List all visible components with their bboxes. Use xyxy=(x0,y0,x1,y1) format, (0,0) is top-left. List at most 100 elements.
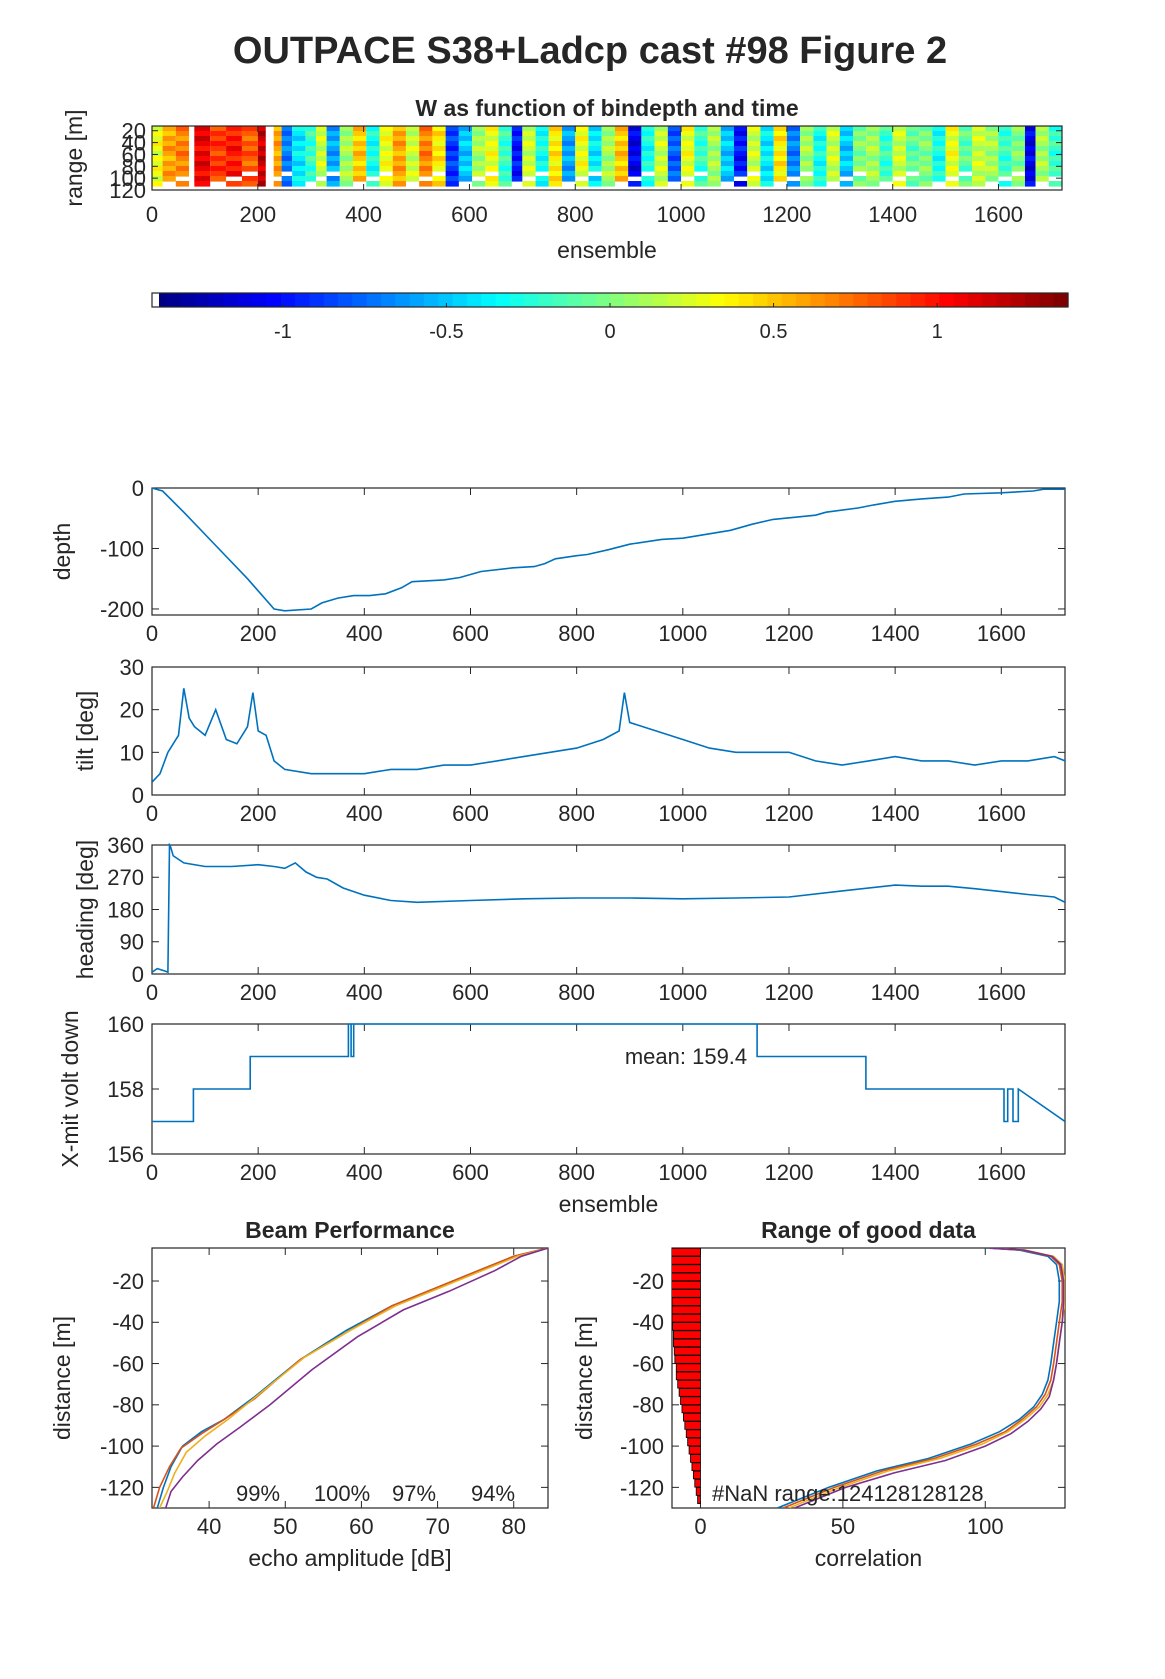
heatmap-cell xyxy=(326,156,340,162)
colorbar-swatch xyxy=(781,293,797,307)
heatmap-cell xyxy=(932,171,946,177)
heatmap-cell xyxy=(292,151,306,157)
x-tick-label: 1400 xyxy=(868,202,917,227)
heatmap-cell xyxy=(292,166,306,172)
heatmap-cell xyxy=(305,166,317,172)
heatmap-cell xyxy=(226,151,242,157)
heatmap-cell xyxy=(879,156,893,162)
heatmap-cell xyxy=(472,151,486,157)
heatmap-cell xyxy=(972,126,986,132)
heatmap-cell xyxy=(548,136,563,142)
heatmap-cell xyxy=(458,166,473,172)
heatmap-cell xyxy=(1035,166,1049,172)
colorbar-swatch xyxy=(724,293,740,307)
heatmap-cell xyxy=(614,176,629,182)
heatmap-cell xyxy=(654,176,668,182)
heatmap-cell xyxy=(614,166,629,172)
axes-box xyxy=(151,844,1066,975)
figure-title: OUTPACE S38+Ladcp cast #98 Figure 2 xyxy=(233,30,947,72)
heatmap-cell xyxy=(339,171,354,177)
heatmap-cell xyxy=(511,136,523,142)
x-tick-label: 200 xyxy=(240,621,277,646)
x-tick-label: 400 xyxy=(346,621,383,646)
heatmap-cell xyxy=(326,166,340,172)
heatmap-cell xyxy=(654,181,668,187)
heatmap-cell xyxy=(614,141,629,147)
heatmap-cell xyxy=(305,161,317,167)
heatmap-cell xyxy=(958,161,973,167)
heatmap-cell xyxy=(292,156,306,162)
y-tick-label: -60 xyxy=(112,1351,144,1376)
heatmap-cell xyxy=(681,151,695,157)
correlation-line xyxy=(788,1248,1065,1508)
heatmap-cell xyxy=(905,151,920,157)
heatmap-cell xyxy=(720,176,734,182)
heatmap-cell xyxy=(326,131,340,137)
heatmap-cell xyxy=(273,151,282,157)
heatmap-cell xyxy=(800,156,814,162)
heatmap-cell xyxy=(958,151,973,157)
heatmap-cell xyxy=(614,171,629,177)
colorbar-swatch xyxy=(753,293,769,307)
heatmap-cell xyxy=(641,176,655,182)
axes-box xyxy=(671,1247,1066,1509)
heatmap-cell xyxy=(588,176,602,182)
heatmap-cell xyxy=(601,141,615,147)
colorbar-swatch xyxy=(266,293,282,307)
heatmap-cell xyxy=(281,161,293,167)
heatmap-cell xyxy=(419,156,433,162)
w-heatmap-panel: 0 200 400 600 800 1000 1200 1400 1600 20406080100… xyxy=(61,95,1063,263)
heatmap-cell xyxy=(548,181,563,187)
heatmap-cell xyxy=(588,156,602,162)
heatmap-cell xyxy=(339,126,354,132)
heatmap-cell xyxy=(1011,181,1025,187)
x-tick-label: 1600 xyxy=(977,621,1026,646)
colorbar-swatch xyxy=(438,293,454,307)
heatmap-cell xyxy=(241,141,258,147)
heatmap-cell xyxy=(654,156,668,162)
y-tick-label: -20 xyxy=(112,1269,144,1294)
heatmap-cell xyxy=(998,131,1012,137)
heatmap-cell xyxy=(601,166,615,172)
heatmap-cell xyxy=(1048,181,1062,187)
heatmap-cell xyxy=(892,131,906,137)
y-axis-label: X-mit volt down xyxy=(57,1010,83,1167)
heatmap-cell xyxy=(853,151,867,157)
heatmap-cell xyxy=(316,171,327,177)
heatmap-cell xyxy=(813,126,827,132)
heatmap-cell xyxy=(958,166,973,172)
colorbar-swatch xyxy=(409,293,425,307)
heatmap-cell xyxy=(366,171,380,177)
heatmap-cell xyxy=(273,146,282,152)
nan-bar xyxy=(672,1280,701,1290)
heatmap-cell xyxy=(445,126,459,132)
heatmap-cell xyxy=(162,131,176,137)
heatmap-cell xyxy=(866,176,880,182)
heatmap-cell xyxy=(773,176,787,182)
heatmap-cell xyxy=(366,161,380,167)
heatmap-cell xyxy=(1035,156,1049,162)
heatmap-cell xyxy=(813,176,827,182)
heatmap-cell xyxy=(760,141,774,147)
heatmap-cell xyxy=(535,176,549,182)
heatmap-cell xyxy=(273,156,282,162)
heatmap-cell xyxy=(498,131,512,137)
heatmap-cell xyxy=(281,131,293,137)
heatmap-cell xyxy=(641,156,655,162)
heatmap-cell xyxy=(432,146,446,152)
heatmap-cell xyxy=(281,126,293,132)
heatmap-cell xyxy=(747,166,761,172)
heatmap-cell xyxy=(257,126,266,132)
heatmap-cell xyxy=(522,161,536,167)
nan-bar xyxy=(687,1437,701,1447)
heatmap-cell xyxy=(241,166,258,172)
heatmap-cell xyxy=(945,156,959,162)
heatmap-cell xyxy=(839,181,854,187)
heatmap-cell xyxy=(972,171,986,177)
heatmap-cell xyxy=(614,161,629,167)
heatmap-cell xyxy=(1035,171,1049,177)
heatmap-cell xyxy=(419,166,433,172)
heatmap-cell xyxy=(562,176,576,182)
heatmap-cell xyxy=(535,141,549,147)
nan-bar xyxy=(694,1478,701,1488)
